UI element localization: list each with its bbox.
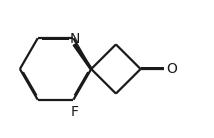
Text: F: F [71, 105, 79, 119]
Text: N: N [70, 32, 80, 46]
Text: O: O [166, 62, 177, 76]
